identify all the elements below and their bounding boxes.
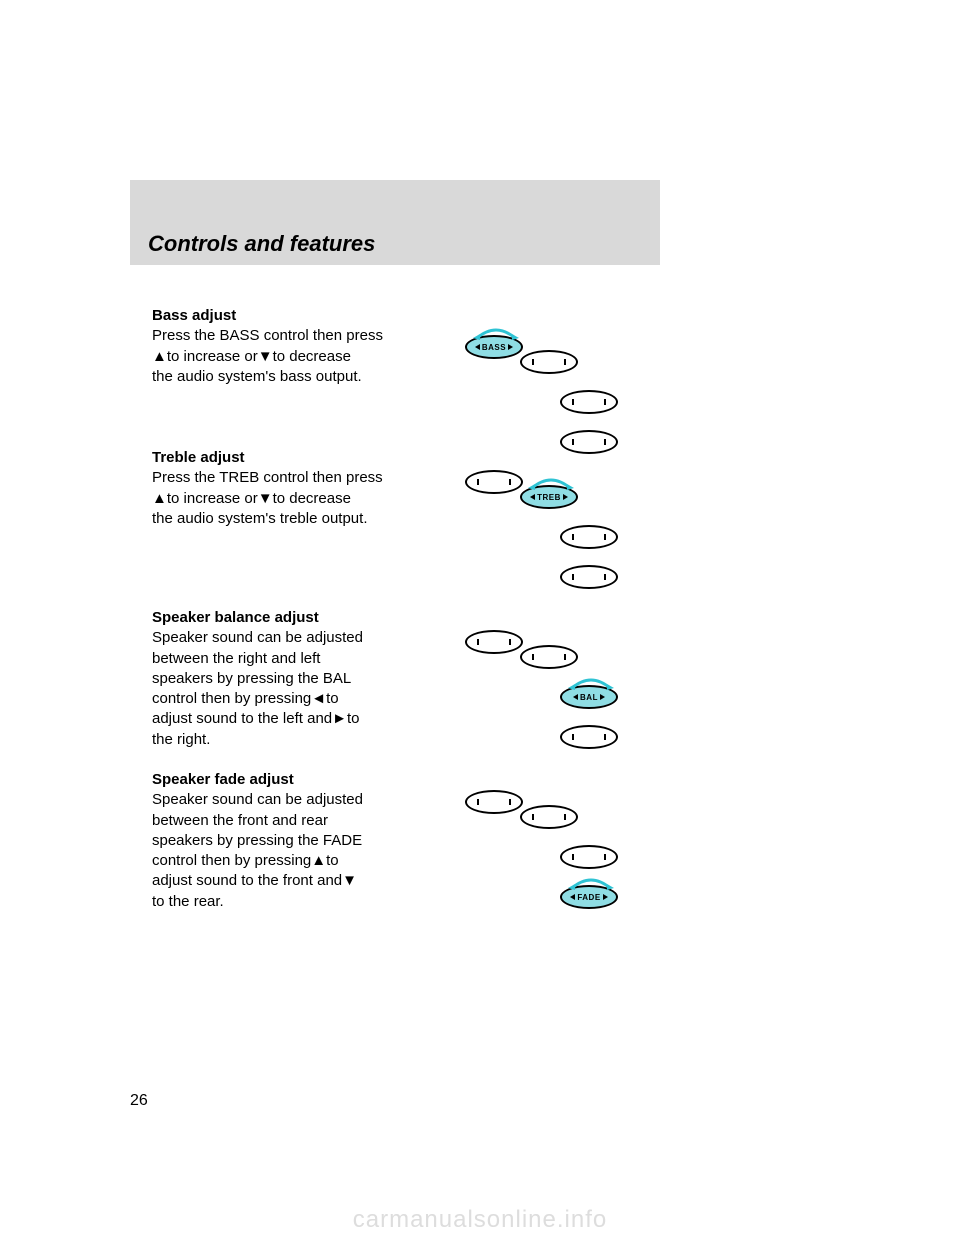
section-title: Controls and features [148,231,375,257]
treble-heading: Treble adjust [152,449,245,466]
page-number: 26 [130,1092,148,1110]
triangle-right-icon [600,694,605,700]
fade-button[interactable]: FADE [560,885,618,909]
bass-text: Bass adjust Press the BASS control then … [152,306,472,387]
blank-button [560,390,618,414]
bass-body: Press the BASS control then press▲to inc… [152,327,383,385]
balance-body: Speaker sound can be adjustedbetween the… [152,629,363,747]
treble-body: Press the TREB control then press▲to inc… [152,469,383,527]
triangle-left-icon [573,694,578,700]
bass-heading: Bass adjust [152,307,236,324]
blank-button [560,725,618,749]
fade-body: Speaker sound can be adjustedbetween the… [152,791,363,909]
fade-label: FADE [577,893,600,902]
treble-text: Treble adjust Press the TREB control the… [152,448,472,529]
triangle-left-icon [570,894,575,900]
rocker-arrows-icon [522,476,580,490]
triangle-left-icon [530,494,535,500]
rocker-arrows-icon [562,876,620,890]
blank-button [560,565,618,589]
blank-button [465,470,523,494]
rocker-arrows-icon [562,676,620,690]
blank-button [465,630,523,654]
blank-button [560,430,618,454]
blank-button [560,845,618,869]
balance-heading: Speaker balance adjust [152,609,319,626]
triangle-right-icon [563,494,568,500]
blank-button [520,350,578,374]
triangle-left-icon [475,344,480,350]
blank-button [520,645,578,669]
treb-button[interactable]: TREB [520,485,578,509]
fade-text: Speaker fade adjust Speaker sound can be… [152,770,462,912]
triangle-right-icon [508,344,513,350]
blank-button [520,805,578,829]
balance-text: Speaker balance adjust Speaker sound can… [152,608,462,750]
blank-button [465,790,523,814]
bal-label: BAL [580,693,598,702]
blank-button [560,525,618,549]
bass-label: BASS [482,343,506,352]
section-header: Controls and features [130,180,660,265]
triangle-right-icon [603,894,608,900]
rocker-arrows-icon [467,326,525,340]
watermark: carmanualsonline.info [0,1206,960,1234]
bass-button[interactable]: BASS [465,335,523,359]
treb-label: TREB [537,493,561,502]
fade-heading: Speaker fade adjust [152,771,294,788]
bal-button[interactable]: BAL [560,685,618,709]
